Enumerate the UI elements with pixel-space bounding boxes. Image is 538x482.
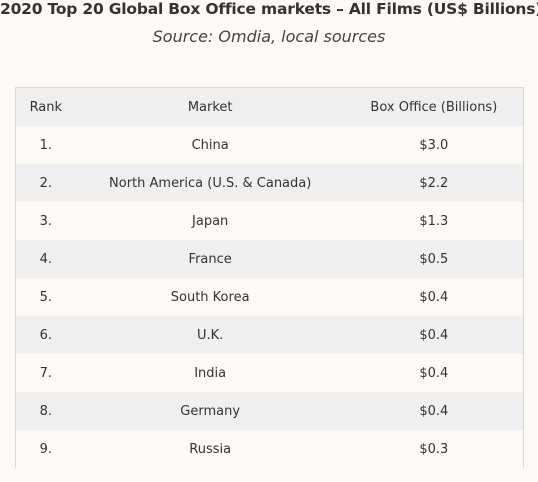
- table-row: 1. China $3.0: [14, 126, 524, 164]
- market-cell: India: [75, 354, 345, 392]
- rank-cell: 1.: [14, 126, 76, 164]
- market-cell: North America (U.S. & Canada): [75, 164, 345, 202]
- rank-cell: 6.: [14, 316, 76, 354]
- column-header-box-office: Box Office (Billions): [344, 87, 524, 126]
- market-cell: Russia: [75, 430, 345, 468]
- header-row: Rank Market Box Office (Billions): [14, 87, 524, 126]
- rank-cell: 9.: [14, 430, 76, 468]
- market-cell: France: [75, 240, 345, 278]
- table-row: 8. Germany $0.4: [14, 392, 524, 430]
- box-office-cell: $0.4: [344, 392, 524, 430]
- table-row: 6. U.K. $0.4: [14, 316, 524, 354]
- market-cell: China: [75, 126, 345, 164]
- box-office-cell: $1.3: [344, 202, 524, 240]
- chart-subtitle: Source: Omdia, local sources: [152, 27, 386, 46]
- market-cell: South Korea: [75, 278, 345, 316]
- market-cell: Japan: [75, 202, 345, 240]
- rank-cell: 8.: [14, 392, 76, 430]
- box-office-cell: $2.2: [344, 164, 524, 202]
- table-row: 5. South Korea $0.4: [14, 278, 524, 316]
- box-office-cell: $0.4: [344, 316, 524, 354]
- chart-title: 2020 Top 20 Global Box Office markets – …: [0, 0, 538, 18]
- table-row: 2. North America (U.S. & Canada) $2.2: [14, 164, 524, 202]
- table-row: 7. India $0.4: [14, 354, 524, 392]
- rank-cell: 3.: [14, 202, 76, 240]
- rank-cell: 4.: [14, 240, 76, 278]
- market-cell: U.K.: [75, 316, 345, 354]
- box-office-cell: $0.5: [344, 240, 524, 278]
- table-row: 3. Japan $1.3: [14, 202, 524, 240]
- rank-cell: 2.: [14, 164, 76, 202]
- table-row: 9. Russia $0.3: [14, 430, 524, 468]
- market-cell: Germany: [75, 392, 345, 430]
- table-header: Rank Market Box Office (Billions): [14, 87, 524, 126]
- box-office-cell: $0.4: [344, 354, 524, 392]
- table-body: 1. China $3.0 2. North America (U.S. & Canad…: [14, 126, 524, 468]
- box-office-cell: $0.4: [344, 278, 524, 316]
- rank-cell: 7.: [14, 354, 76, 392]
- column-header-rank: Rank: [14, 87, 76, 126]
- box-office-cell: $0.3: [344, 430, 524, 468]
- box-office-table: Rank Market Box Office (Billions) 1. Chin…: [14, 87, 524, 468]
- table-row: 4. France $0.5: [14, 240, 524, 278]
- rank-cell: 5.: [14, 278, 76, 316]
- box-office-cell: $3.0: [344, 126, 524, 164]
- column-header-market: Market: [75, 87, 345, 126]
